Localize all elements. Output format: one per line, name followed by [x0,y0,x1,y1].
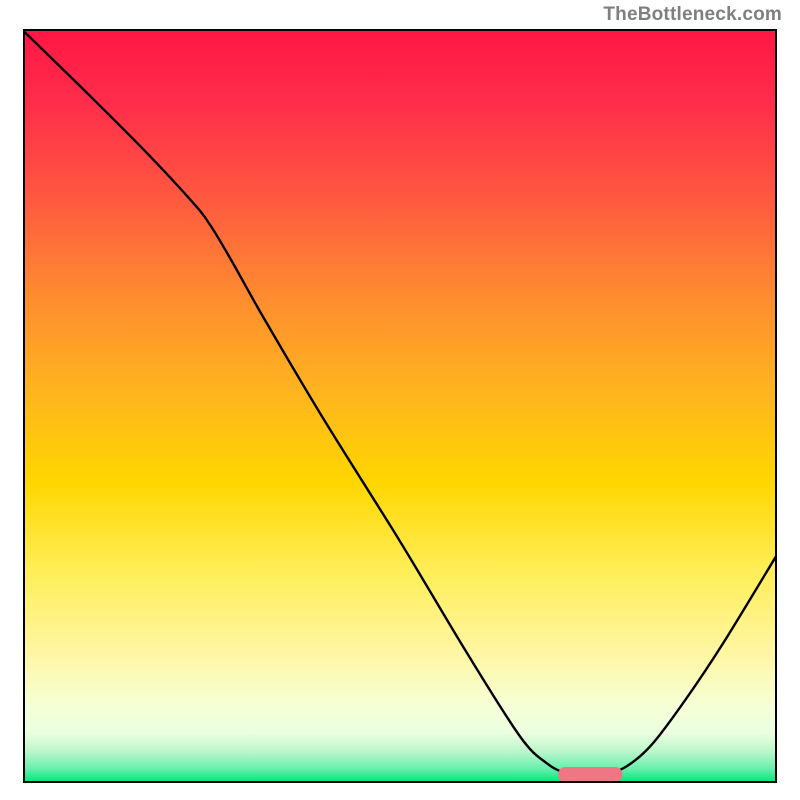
optimal-range-marker [558,767,622,782]
bottleneck-chart [0,0,800,800]
watermark-text: TheBottleneck.com [603,4,782,26]
chart-container: TheBottleneck.com [0,0,800,800]
